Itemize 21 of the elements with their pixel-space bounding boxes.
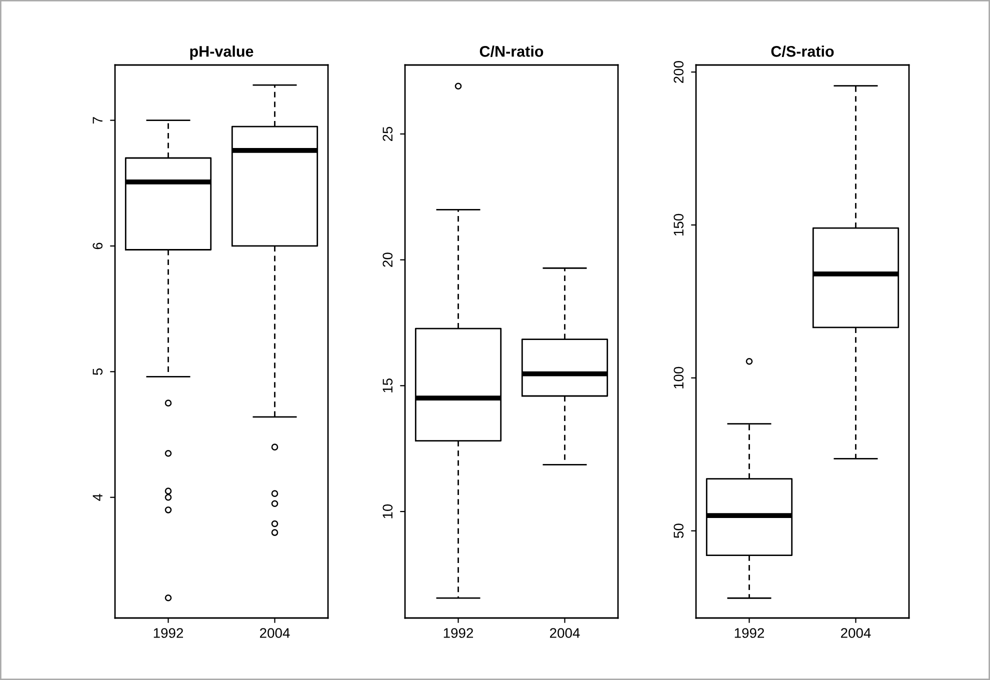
x-tick-label: 2004 [260, 628, 290, 638]
x-tick-label: 1992 [444, 628, 474, 638]
y-tick-label: 10 [382, 504, 393, 518]
y-tick-label: 6 [92, 242, 103, 250]
y-tick-label: 50 [674, 524, 684, 538]
y-tick-label: 25 [382, 126, 393, 141]
y-tick-label: 100 [674, 366, 684, 388]
chart-title: C/S-ratio [771, 46, 834, 57]
y-tick-label: 4 [92, 494, 102, 501]
x-tick-label: 1992 [154, 628, 184, 638]
chart-title: C/N-ratio [480, 46, 544, 57]
y-tick-label: 5 [92, 368, 103, 375]
x-tick-label: 2004 [550, 628, 580, 638]
y-tick-label: 15 [382, 378, 393, 392]
chart-title: pH-value [190, 46, 254, 60]
x-tick-label: 1992 [734, 628, 764, 638]
y-tick-label: 7 [92, 117, 102, 124]
y-tick-label: 200 [674, 60, 684, 83]
x-tick-label: 2004 [841, 628, 871, 638]
y-tick-label: 150 [674, 214, 684, 236]
y-tick-label: 20 [382, 252, 393, 267]
